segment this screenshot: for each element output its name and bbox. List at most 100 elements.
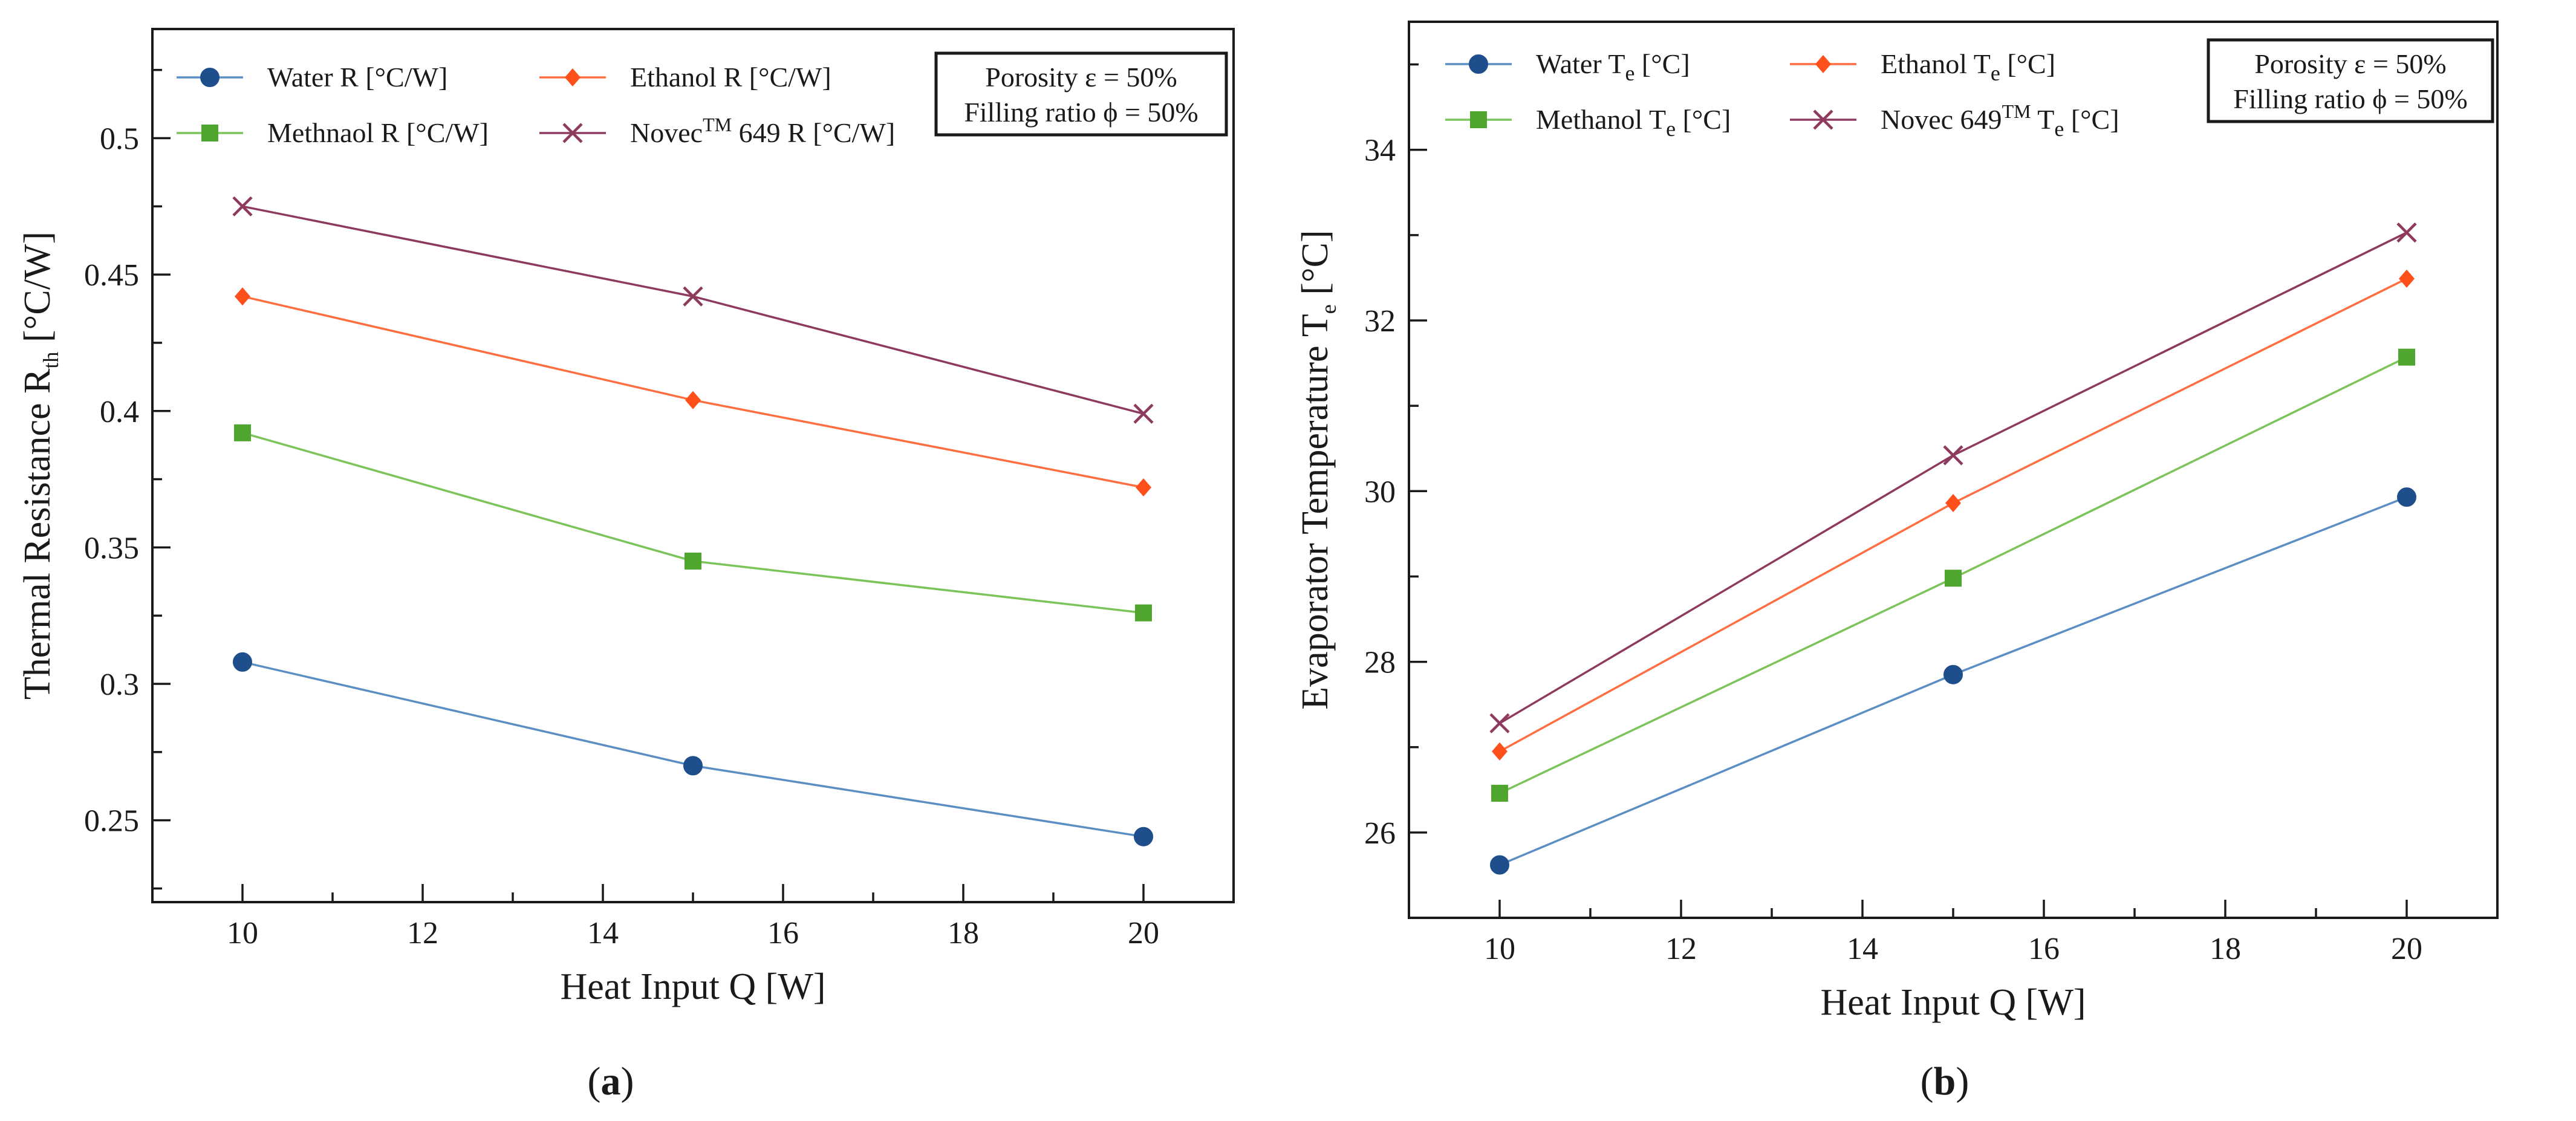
chart-panel-a: 10 12 14 16 18 20 0.25 0.3 0.35 0.4 0.45 0.5 Heat In… <box>17 28 1235 1103</box>
series-circle <box>233 652 1153 846</box>
series-x <box>232 196 1154 424</box>
legend-label: Water R [°C/W] <box>267 62 447 93</box>
x-tick-label: 12 <box>407 916 438 950</box>
series-x <box>1489 223 2417 733</box>
annotation-box: Porosity ε = 50% Filling ratio ϕ = 50% <box>934 51 1228 137</box>
x-tick-label: 12 <box>1665 932 1697 966</box>
y-tick-label: 26 <box>1364 816 1396 851</box>
y-tick-label: 0.45 <box>84 258 139 293</box>
data-point <box>1489 713 1510 733</box>
legend-label: Methanol Te​ [°C] <box>1536 104 1731 141</box>
x-axis: 10 12 14 16 18 20 <box>227 884 1159 950</box>
y-tick-label: 0.25 <box>84 804 139 839</box>
legend-label: Methnaol R [°C/W] <box>267 117 489 148</box>
y-axis-title: Evaporator Temperature Te [°C] <box>1295 230 1341 709</box>
x-axis-title: Heat Input Q [W] <box>561 966 826 1007</box>
legend-entry: Novec 649TM​ Te​ [°C] <box>1790 100 2119 141</box>
x-axis: 10 12 14 16 18 20 <box>1484 900 2422 966</box>
data-point <box>232 196 253 216</box>
legend-entry: Water Te​ [°C] <box>1445 48 1690 85</box>
x-tick-label: 14 <box>587 916 619 950</box>
annotation-box: Porosity ε = 50% Filling ratio ϕ = 50% <box>2207 38 2494 123</box>
y-tick-label: 32 <box>1364 304 1396 339</box>
data-point <box>1490 855 1509 875</box>
x-tick-label: 10 <box>1484 932 1515 966</box>
panel-label: (a) <box>588 1059 634 1103</box>
data-point <box>1135 604 1152 622</box>
data-point <box>1945 570 1962 587</box>
legend-label: NovecTM​ 649 R [°C/W] <box>630 114 895 148</box>
data-point <box>2396 223 2417 243</box>
y-tick-label: 34 <box>1364 134 1396 168</box>
x-tick-label: 10 <box>227 916 258 950</box>
data-point <box>683 286 703 307</box>
legend-label: Ethanol Te​ [°C] <box>1881 48 2055 85</box>
series-square <box>234 424 1152 622</box>
legend-marker <box>565 68 581 86</box>
data-point <box>235 287 250 306</box>
chart-panel-b: 10 12 14 16 18 20 26 28 30 32 34 Heat Input Q [W] Ev… <box>1295 21 2499 1103</box>
series-line <box>242 205 1144 415</box>
data-point <box>2398 348 2415 366</box>
legend-label: Ethanol R [°C/W] <box>630 62 831 93</box>
x-tick-label: 16 <box>767 916 799 950</box>
panel-label: (b) <box>1921 1059 1969 1103</box>
y-tick-label: 0.35 <box>84 531 139 565</box>
legend-marker <box>1813 109 1833 130</box>
legend-entry: Methanol Te​ [°C] <box>1445 104 1731 141</box>
annotation-line: Filling ratio ϕ = 50% <box>964 97 1198 128</box>
series-line <box>1499 232 2407 724</box>
y-tick-label: 0.4 <box>100 395 139 429</box>
legend: Water R [°C/W] Ethanol R [°C/W] Methnaol R… <box>177 62 895 148</box>
series-square <box>1491 348 2415 802</box>
data-point <box>1943 445 1963 466</box>
legend-entry: Ethanol R [°C/W] <box>539 62 831 93</box>
series-circle <box>1490 487 2416 875</box>
x-tick-label: 20 <box>2391 932 2422 966</box>
legend-entry: Methnaol R [°C/W] <box>177 117 489 148</box>
legend-marker <box>1815 55 1831 73</box>
legend-entry: NovecTM​ 649 R [°C/W] <box>539 114 895 148</box>
data-point <box>1491 784 1508 802</box>
legend-marker <box>201 125 218 141</box>
annotation-frame <box>2207 38 2494 123</box>
legend-entry: Water R [°C/W] <box>177 62 447 93</box>
y-axis-title: Thermal Resistance Rth [°C/W] <box>17 232 63 700</box>
legend-marker <box>1469 54 1488 74</box>
x-tick-label: 18 <box>948 916 979 950</box>
data-point <box>234 424 251 441</box>
annotation-line: Porosity ε = 50% <box>2254 48 2446 79</box>
series-diamond <box>1492 269 2415 761</box>
data-point <box>685 391 701 409</box>
y-tick-label: 0.3 <box>100 668 139 702</box>
data-point <box>2397 487 2416 507</box>
series-diamond <box>235 287 1151 497</box>
data-point <box>1943 664 1963 684</box>
legend-marker <box>562 123 583 143</box>
data-point <box>685 552 701 570</box>
y-axis: 26 28 30 32 34 <box>1364 63 1427 919</box>
x-tick-label: 20 <box>1128 916 1159 950</box>
data-point <box>1492 742 1508 761</box>
x-axis-title: Heat Input Q [W] <box>1821 982 2086 1023</box>
legend-label: Novec 649TM​ Te​ [°C] <box>1881 100 2119 141</box>
data-point <box>2399 269 2415 288</box>
y-tick-label: 28 <box>1364 646 1396 680</box>
y-axis: 0.25 0.3 0.35 0.4 0.45 0.5 <box>84 68 171 890</box>
x-tick-label: 18 <box>2210 932 2241 966</box>
y-tick-label: 0.5 <box>100 122 139 157</box>
y-tick-label: 30 <box>1364 475 1396 509</box>
legend-marker <box>200 68 220 87</box>
legend: Water Te​ [°C] Ethanol Te​ [°C] Methanol T… <box>1445 48 2119 141</box>
x-tick-label: 14 <box>1847 932 1878 966</box>
data-point <box>1136 478 1151 497</box>
annotation-line: Porosity ε = 50% <box>985 62 1177 93</box>
plot-frame <box>1408 21 2499 919</box>
data-point <box>1134 827 1153 846</box>
annotation-line: Filling ratio ϕ = 50% <box>2233 83 2467 114</box>
series-line <box>242 432 1144 614</box>
data-point <box>1945 494 1961 513</box>
data-point <box>683 756 703 776</box>
legend-entry: Ethanol Te​ [°C] <box>1790 48 2055 85</box>
